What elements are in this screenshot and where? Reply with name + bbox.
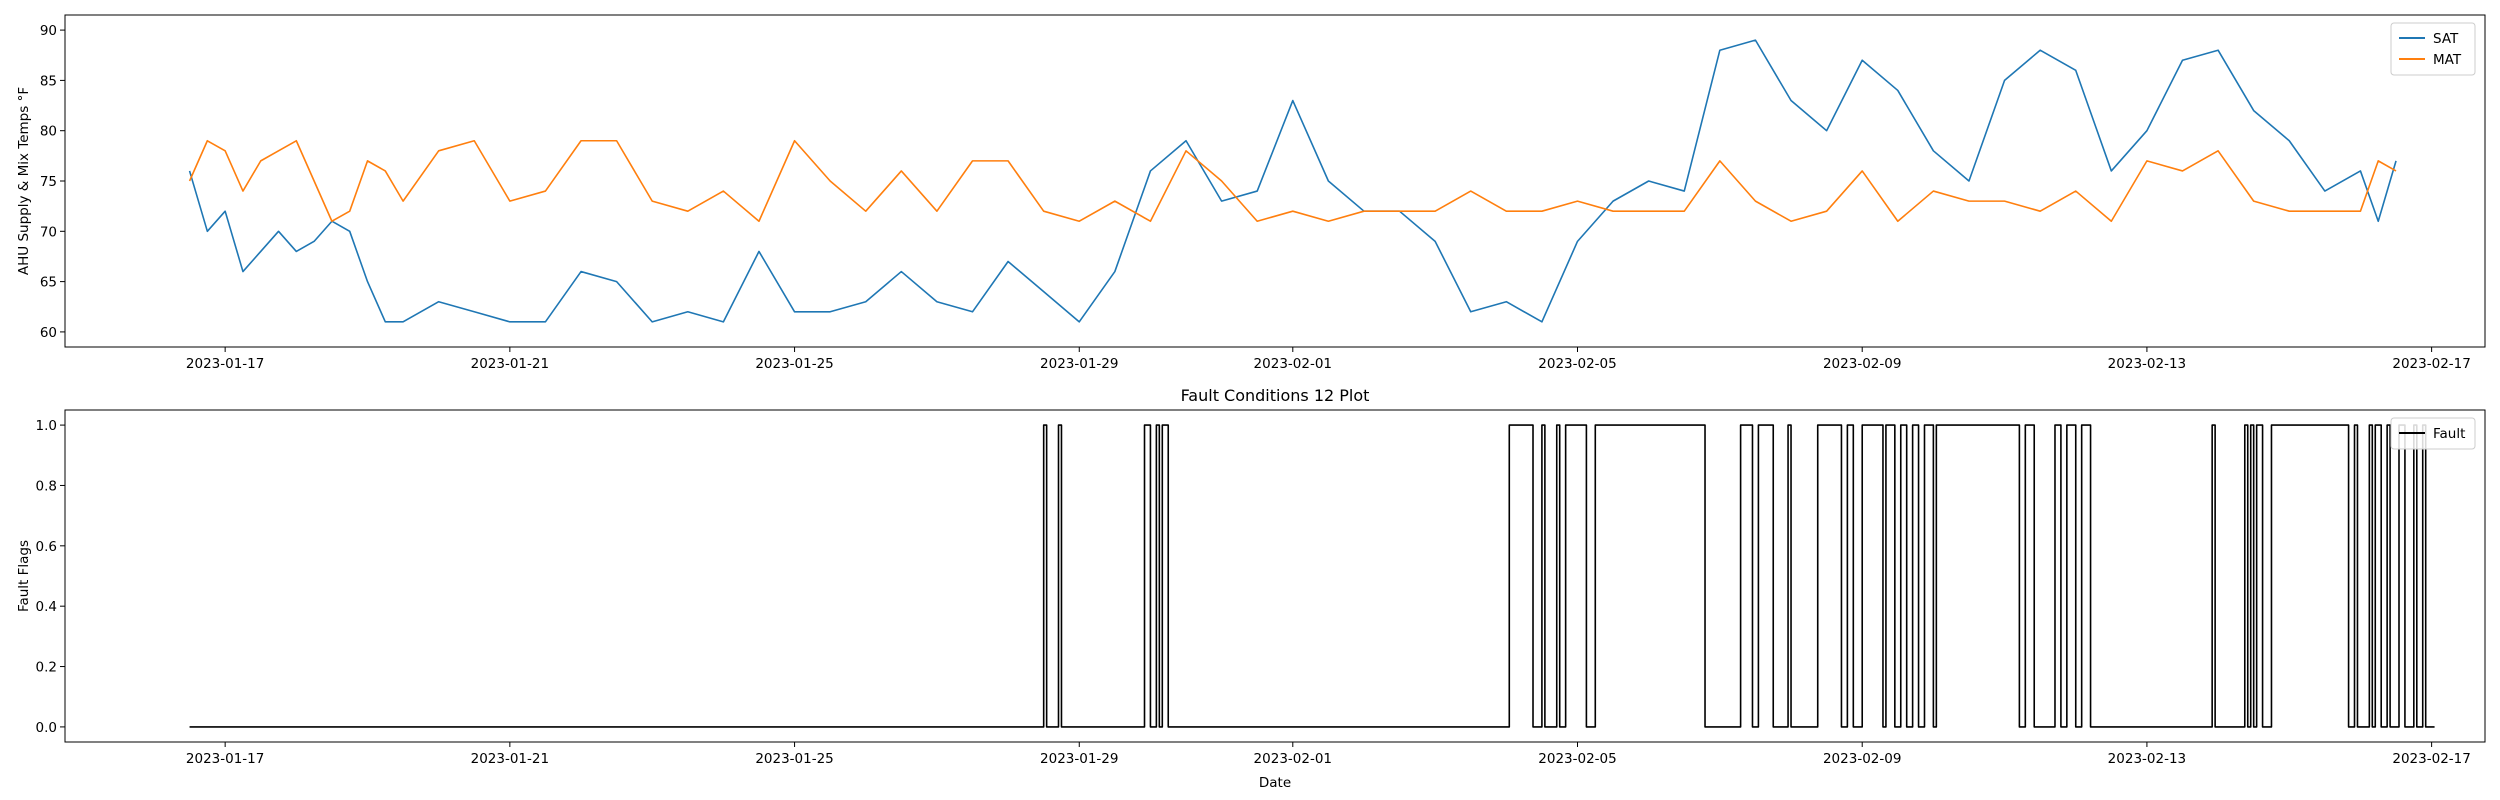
series-line-fault (189, 424, 2435, 728)
x-tick-label: 2023-02-13 (2108, 751, 2186, 767)
y-tick-label: 85 (40, 73, 57, 89)
y-tick-label: 1.0 (36, 418, 57, 434)
x-tick-label: 2023-02-01 (1254, 751, 1332, 767)
plot-frame (64, 409, 2486, 743)
y-tick-label: 0.0 (36, 720, 57, 736)
x-tick-label: 2023-01-29 (1040, 751, 1118, 767)
y-axis-label: AHU Supply & Mix Temps °F (16, 87, 32, 275)
x-tick-label: 2023-02-17 (2392, 356, 2470, 372)
y-tick-label: 70 (40, 224, 57, 240)
x-axis-label: Date (1259, 775, 1291, 791)
x-tick-label: 2023-02-13 (2108, 356, 2186, 372)
legend-label-fault: Fault (2433, 426, 2465, 442)
y-tick-label: 60 (40, 325, 57, 341)
legend (2390, 22, 2476, 76)
series-line-sat (188, 39, 2397, 323)
y-tick-label: 0.2 (36, 660, 57, 676)
y-tick-label: 75 (40, 174, 57, 190)
x-tick-label: 2023-02-05 (1538, 356, 1616, 372)
x-tick-label: 2023-02-01 (1254, 356, 1332, 372)
x-tick-label: 2023-01-21 (471, 751, 549, 767)
x-tick-label: 2023-01-17 (186, 751, 264, 767)
y-tick-label: 90 (40, 23, 57, 39)
y-tick-label: 0.8 (36, 478, 57, 494)
x-tick-label: 2023-01-25 (755, 751, 833, 767)
x-tick-label: 2023-01-17 (186, 356, 264, 372)
x-tick-label: 2023-01-21 (471, 356, 549, 372)
y-tick-label: 80 (40, 124, 57, 140)
x-tick-label: 2023-01-25 (755, 356, 833, 372)
plot-frame (64, 14, 2486, 348)
fault-chart: 2023-01-17 2023-01-21 2023-01-25 2023-01-29… (16, 386, 2486, 791)
legend-label-sat: SAT (2433, 31, 2459, 47)
y-tick-label: 65 (40, 275, 57, 291)
x-tick-label: 2023-02-05 (1538, 751, 1616, 767)
legend-label-mat: MAT (2433, 52, 2462, 68)
y-axis-label: Fault Flags (16, 540, 32, 612)
legend (2390, 417, 2476, 450)
x-tick-label: 2023-02-09 (1823, 356, 1901, 372)
temps-chart: 2023-01-17 2023-01-21 2023-01-25 2023-01-29… (16, 14, 2486, 372)
y-tick-label: 0.4 (36, 599, 57, 615)
x-tick-label: 2023-01-29 (1040, 356, 1118, 372)
y-tick-label: 0.6 (36, 539, 57, 555)
x-tick-label: 2023-02-09 (1823, 751, 1901, 767)
series-line-mat (188, 139, 2397, 223)
x-tick-label: 2023-02-17 (2392, 751, 2470, 767)
chart-title: Fault Conditions 12 Plot (1181, 386, 1370, 405)
